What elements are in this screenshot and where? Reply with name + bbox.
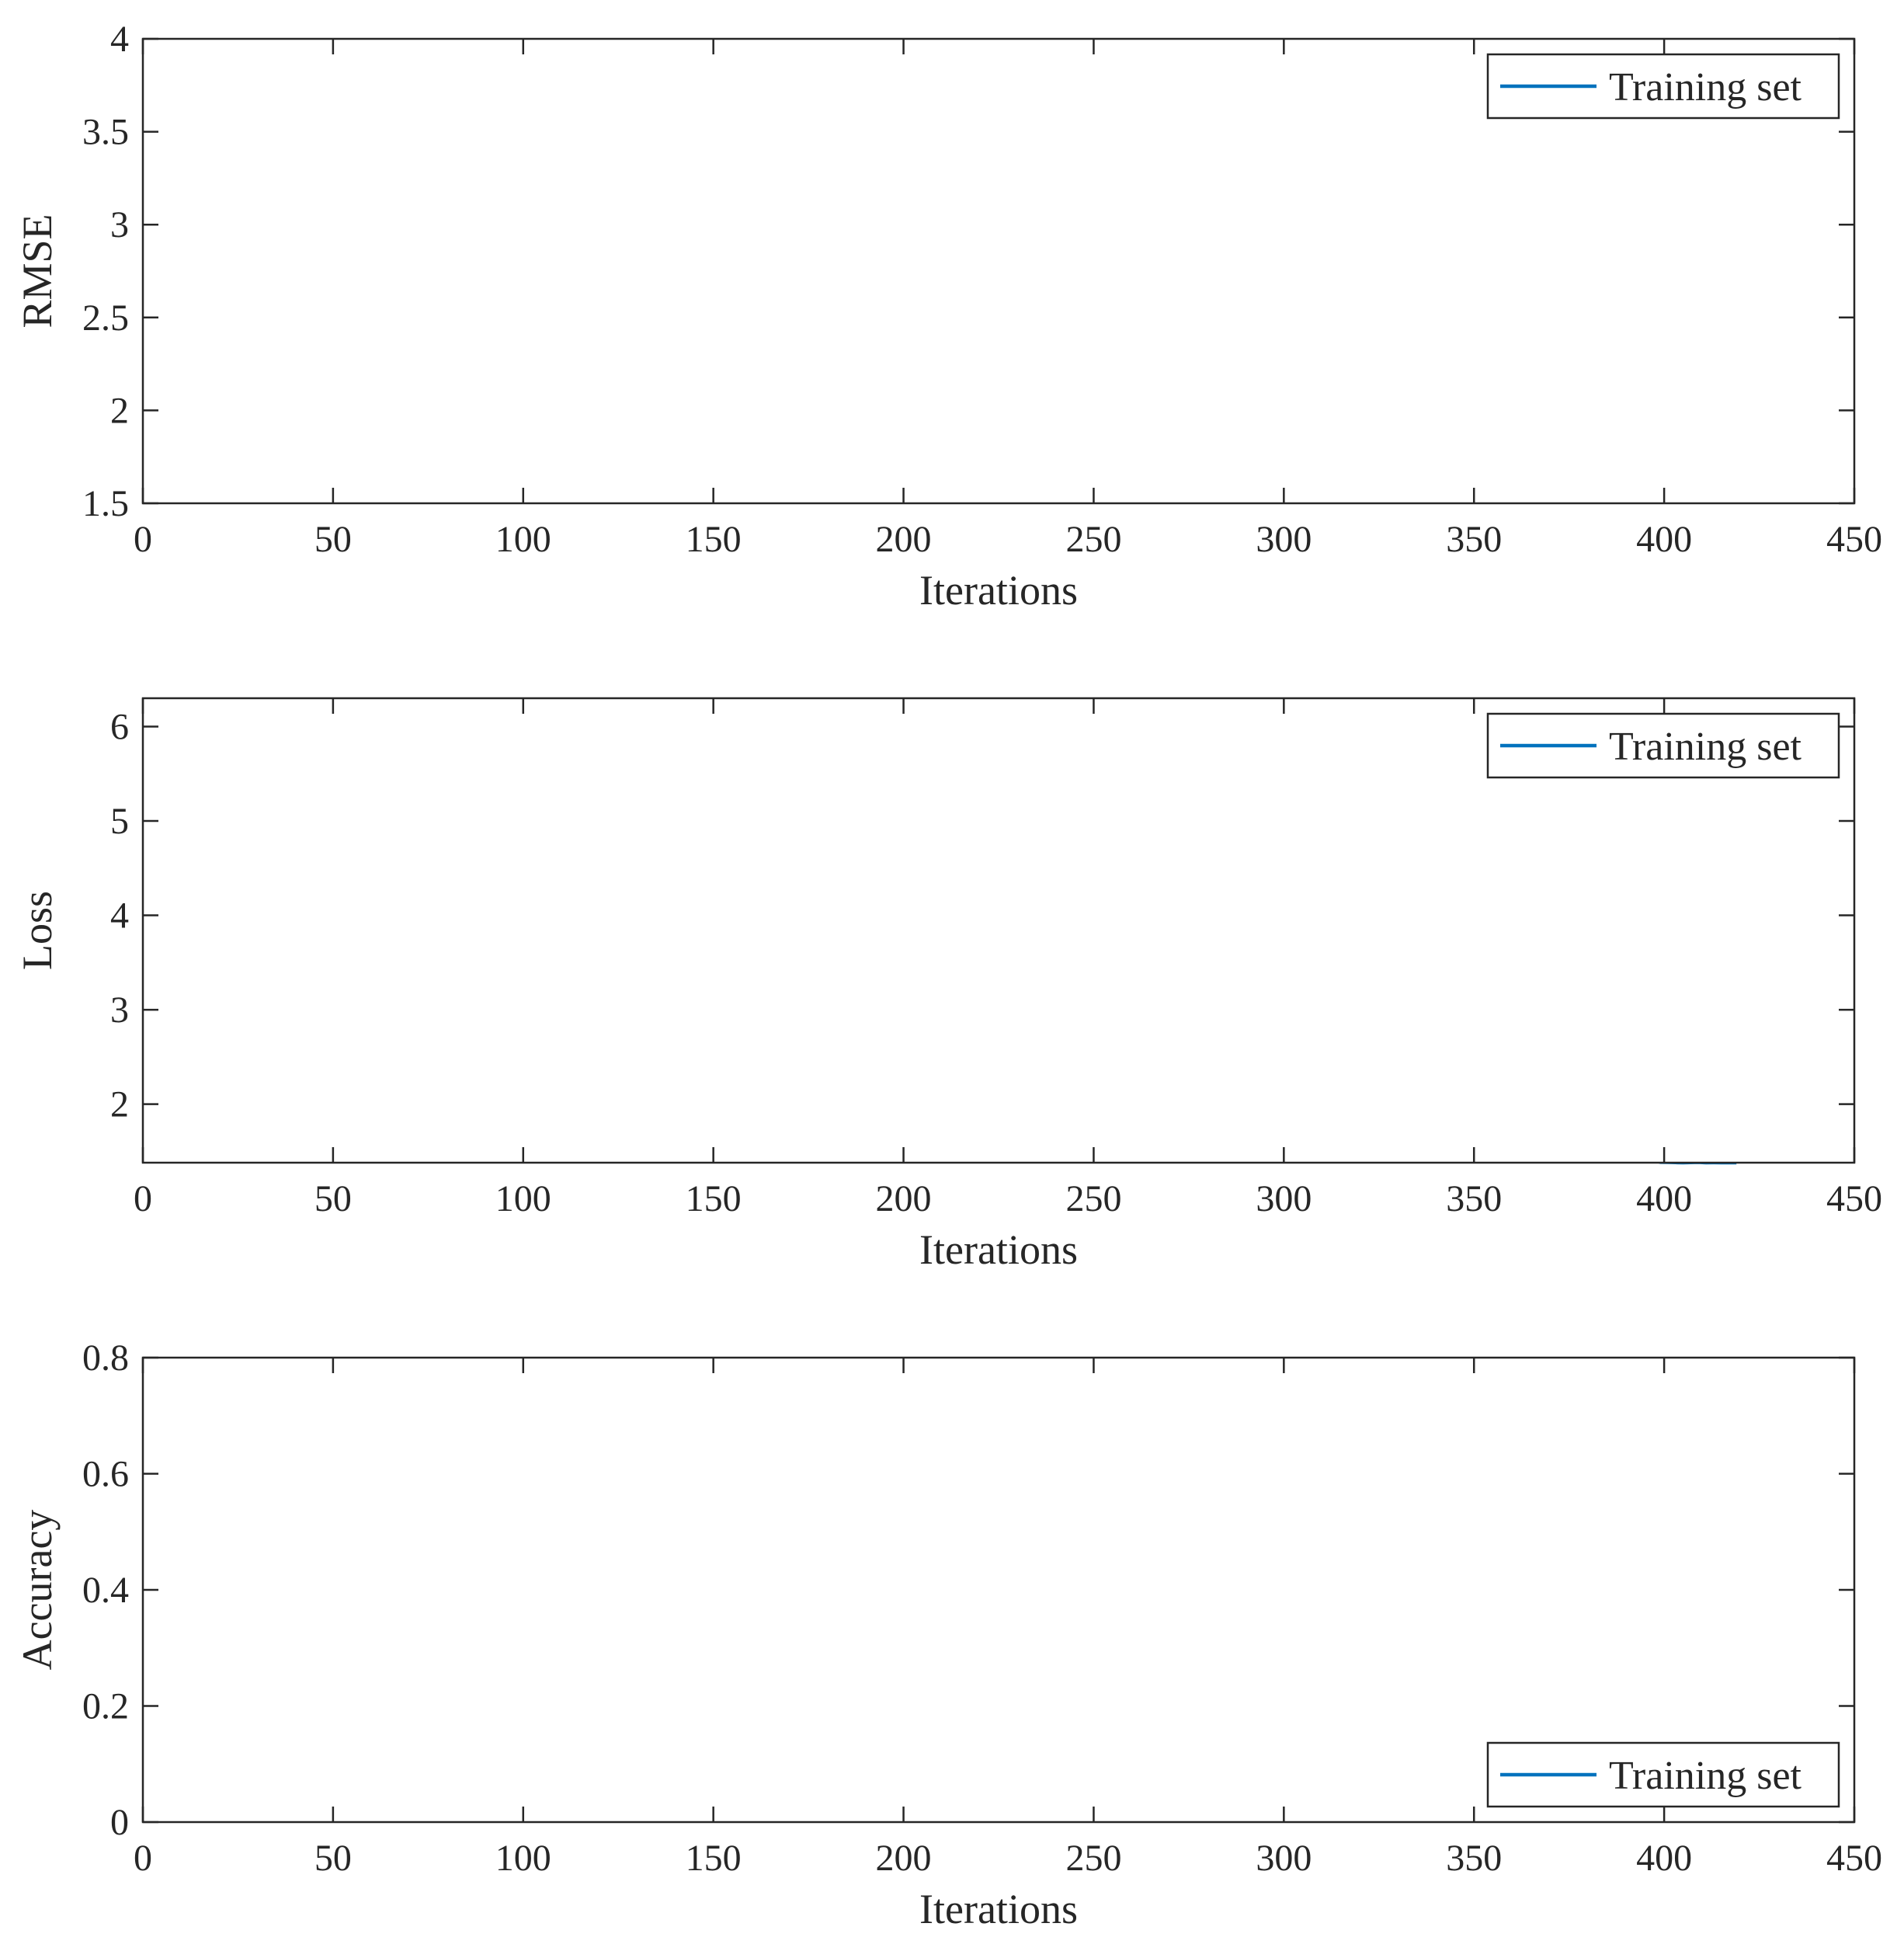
accuracy-x-tick-label: 450 <box>1826 1838 1882 1879</box>
rmse-x-tick-label: 50 <box>314 519 352 560</box>
loss-x-tick-label: 300 <box>1256 1178 1312 1219</box>
loss-x-tick-label: 0 <box>134 1178 152 1219</box>
rmse-x-tick-label: 300 <box>1256 519 1312 560</box>
loss-y-axis-label: Loss <box>14 891 61 970</box>
rmse-x-tick-label: 350 <box>1446 519 1502 560</box>
rmse-x-axis-label: Iterations <box>919 567 1078 614</box>
loss-x-tick-label: 450 <box>1826 1178 1882 1219</box>
accuracy-legend-label: Training set <box>1609 1754 1802 1798</box>
accuracy-x-tick-label: 150 <box>686 1838 742 1879</box>
rmse-x-tick-label: 0 <box>134 519 152 560</box>
accuracy-x-axis-label: Iterations <box>919 1886 1078 1932</box>
rmse-y-tick-label: 3.5 <box>82 112 129 153</box>
accuracy-y-tick-label: 0.2 <box>82 1686 129 1727</box>
loss-x-tick-label: 250 <box>1065 1178 1121 1219</box>
loss-legend-label: Training set <box>1609 725 1802 769</box>
loss-y-tick-label: 3 <box>110 989 129 1031</box>
rmse-y-tick-label: 4 <box>110 19 129 60</box>
loss-x-axis-label: Iterations <box>919 1226 1078 1273</box>
accuracy-y-tick-label: 0 <box>110 1802 129 1843</box>
loss-x-tick-label: 150 <box>686 1178 742 1219</box>
rmse-chart: 0 50 100 150 200 250 300 350 400 450 1.5 2 2.5 3 3.5 4 I… <box>14 19 1882 614</box>
rmse-y-axis-label: RMSE <box>14 214 61 328</box>
loss-x-tick-label: 350 <box>1446 1178 1502 1219</box>
rmse-x-tick-label: 400 <box>1636 519 1692 560</box>
rmse-x-tick-label: 450 <box>1826 519 1882 560</box>
accuracy-y-tick-label: 0.6 <box>82 1454 129 1495</box>
loss-x-tick-label: 200 <box>876 1178 932 1219</box>
rmse-y-tick-label: 2 <box>110 390 129 431</box>
rmse-x-tick-label: 200 <box>876 519 932 560</box>
rmse-y-tick-label: 3 <box>110 204 129 245</box>
rmse-y-tick-label: 2.5 <box>82 297 129 339</box>
accuracy-x-tick-label: 350 <box>1446 1838 1502 1879</box>
loss-y-tick-label: 4 <box>110 896 129 937</box>
loss-y-tick-label: 5 <box>110 801 129 842</box>
rmse-x-tick-label: 100 <box>495 519 551 560</box>
accuracy-y-tick-label: 0.8 <box>82 1337 129 1379</box>
loss-y-tick-label: 2 <box>110 1084 129 1125</box>
accuracy-x-tick-label: 0 <box>134 1838 152 1879</box>
accuracy-x-tick-label: 200 <box>876 1838 932 1879</box>
loss-y-tick-label: 6 <box>110 706 129 747</box>
rmse-y-tick-label: 1.5 <box>82 483 129 524</box>
loss-chart: 0 50 100 150 200 250 300 350 400 450 2 3 4 5 6 Iteratio… <box>14 697 1882 1273</box>
loss-x-tick-label: 50 <box>314 1178 352 1219</box>
rmse-x-tick-label: 250 <box>1065 519 1121 560</box>
loss-x-tick-label: 100 <box>495 1178 551 1219</box>
loss-x-tick-label: 400 <box>1636 1178 1692 1219</box>
accuracy-y-tick-label: 0.4 <box>82 1570 129 1611</box>
accuracy-x-tick-label: 400 <box>1636 1838 1692 1879</box>
accuracy-x-tick-label: 300 <box>1256 1838 1312 1879</box>
accuracy-x-tick-label: 100 <box>495 1838 551 1879</box>
accuracy-x-tick-label: 50 <box>314 1838 352 1879</box>
accuracy-y-axis-label: Accuracy <box>14 1510 61 1671</box>
rmse-x-tick-label: 150 <box>686 519 742 560</box>
rmse-legend-label: Training set <box>1609 65 1802 110</box>
accuracy-chart: 0 50 100 150 200 250 300 350 400 450 0 0.2 0.4 0.6 0.8… <box>14 1337 1882 1932</box>
accuracy-legend: Training set <box>1486 1741 1840 1808</box>
loss-legend: Training set <box>1486 712 1840 779</box>
accuracy-x-tick-label: 250 <box>1065 1838 1121 1879</box>
rmse-legend: Training set <box>1486 53 1840 120</box>
